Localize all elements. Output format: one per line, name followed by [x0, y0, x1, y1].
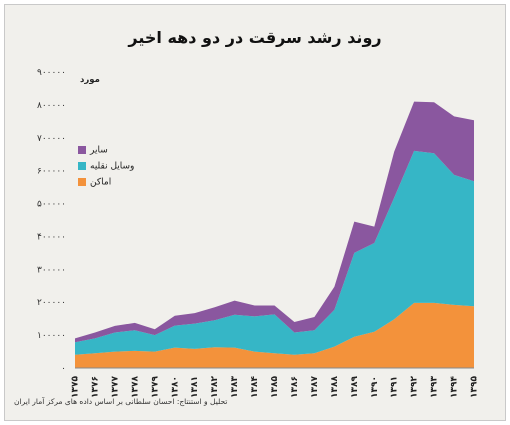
legend: سایر وسایل نقلیه اماکن [78, 146, 134, 188]
x-tick-label: ۱۳۹۴ [450, 376, 460, 398]
y-axis: ۰ ۱۰۰۰۰۰ ۲۰۰۰۰۰ ۳۰۰۰۰۰ ۴۰۰۰۰۰ ۵۰۰۰۰۰ ۶۰۰۰۰۰ ۷۰۰… [37, 68, 66, 374]
y-tick-label: ۴۰۰۰۰۰ [37, 232, 66, 242]
x-tick-label: ۱۳۸۸ [330, 376, 340, 398]
x-axis: ۱۳۷۵ ۱۳۷۶ ۱۳۷۷ ۱۳۷۸ ۱۳۷۹ ۱۳۸۰ ۱۳۸۱ ۱۳۸۲ ۱۳۸۳ ۱۳۸۴… [71, 367, 480, 398]
legend-label: وسایل نقلیه [90, 162, 134, 172]
y-tick-label: ۰ [61, 364, 66, 374]
y-tick-label: ۳۰۰۰۰۰ [37, 265, 66, 275]
y-tick-label: ۱۰۰۰۰۰ [37, 331, 66, 341]
x-tick-label: ۱۳۸۵ [270, 376, 280, 398]
chart-title: روند رشد سرقت در دو دهه اخیر [128, 28, 382, 47]
x-tick-label: ۱۳۸۰ [170, 376, 180, 398]
x-tick-label: ۱۳۹۰ [370, 376, 380, 398]
y-tick-label: ۶۰۰۰۰۰ [37, 167, 66, 177]
x-tick-label: ۱۳۹۲ [410, 376, 420, 398]
x-tick-label: ۱۳۷۸ [130, 376, 140, 398]
x-tick-label: ۱۳۷۵ [71, 376, 81, 398]
legend-label: اماکن [90, 178, 111, 188]
x-tick-label: ۱۳۹۵ [470, 376, 480, 398]
y-tick-label: ۹۰۰۰۰۰ [37, 68, 66, 78]
area-series-2 [75, 150, 474, 355]
x-tick-label: ۱۳۸۳ [230, 376, 240, 398]
x-tick-label: ۱۳۸۹ [350, 376, 360, 398]
y-tick-label: ۲۰۰۰۰۰ [37, 298, 66, 308]
footer-credit: تحلیل و استنتاج: احسان سلطانی بر اساس دا… [14, 397, 228, 406]
area-series-3 [75, 101, 474, 343]
x-tick-label: ۱۳۷۶ [90, 376, 100, 398]
area-layers [75, 101, 474, 368]
x-tick-label: ۱۳۸۷ [310, 376, 320, 398]
legend-swatch [78, 178, 86, 186]
legend-label: سایر [89, 146, 108, 156]
y-tick-label: ۵۰۰۰۰۰ [37, 200, 66, 210]
x-tick-label: ۱۳۹۳ [430, 376, 440, 398]
y-tick-label: ۷۰۰۰۰۰ [37, 134, 66, 144]
x-tick-label: ۱۳۸۴ [250, 376, 260, 398]
legend-swatch [78, 162, 86, 170]
y-axis-label: مورد [80, 75, 100, 85]
area-series-1 [75, 302, 474, 368]
x-tick-label: ۱۳۹۱ [390, 376, 400, 398]
x-tick-label: ۱۳۸۱ [190, 376, 200, 398]
x-tick-label: ۱۳۸۶ [290, 376, 300, 398]
x-tick-label: ۱۳۸۲ [210, 376, 220, 398]
y-tick-label: ۸۰۰۰۰۰ [37, 101, 66, 111]
legend-swatch [78, 146, 86, 154]
x-tick-label: ۱۳۷۹ [150, 376, 160, 398]
x-tick-label: ۱۳۷۷ [110, 376, 120, 398]
